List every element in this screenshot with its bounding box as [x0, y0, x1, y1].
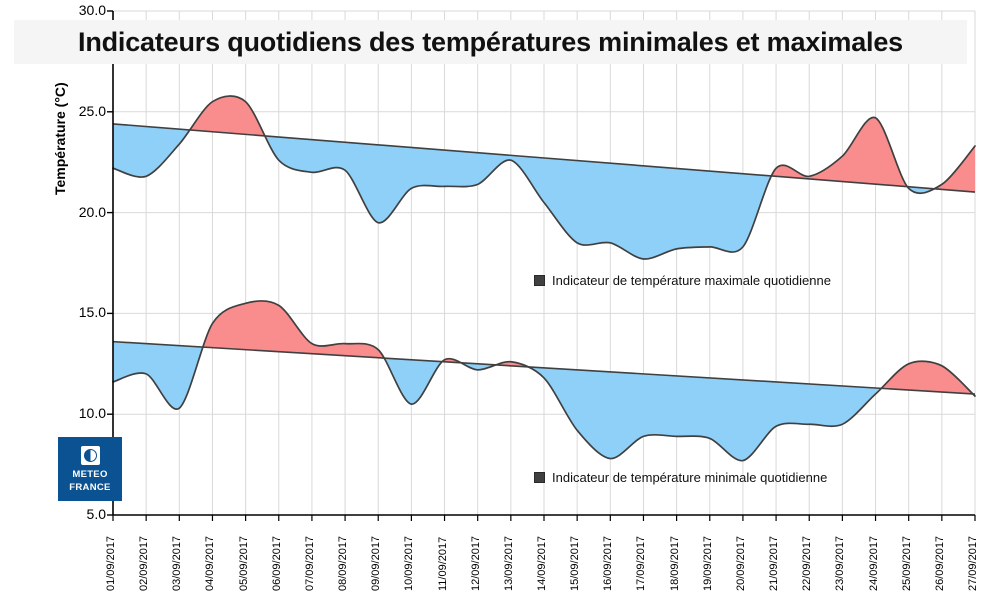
x-tick-label: 16/09/2017 [602, 535, 615, 591]
y-tick-label: 10.0 [78, 405, 106, 422]
x-tick-label: 15/09/2017 [569, 535, 582, 591]
x-tick-label: 13/09/2017 [502, 535, 515, 591]
normal-reference-line [112, 123, 976, 193]
max-temperature-band [112, 95, 976, 260]
x-tick-label: 06/09/2017 [270, 535, 283, 591]
normal-reference-line [112, 340, 976, 395]
x-tick-label: 22/09/2017 [801, 535, 814, 591]
area-below-normal [113, 123, 191, 178]
meteo-france-mark-icon [80, 445, 100, 465]
x-tick-label: 21/09/2017 [768, 535, 781, 591]
x-tick-label: 12/09/2017 [469, 535, 482, 591]
logo-line-1: METEO [72, 468, 108, 480]
x-tick-label: 01/09/2017 [105, 535, 117, 591]
meteo-france-logo: METEO FRANCE [58, 437, 122, 501]
x-tick-label: 27/09/2017 [967, 535, 979, 591]
area-above-normal [935, 146, 975, 193]
x-tick-label: 25/09/2017 [900, 535, 913, 591]
x-tick-label: 26/09/2017 [933, 535, 946, 591]
observed-curve [112, 300, 976, 462]
x-tick-label: 09/09/2017 [370, 535, 383, 591]
x-tick-label: 19/09/2017 [701, 535, 714, 591]
legend-label-max: Indicateur de température maximale quoti… [552, 273, 831, 288]
x-tick-label: 07/09/2017 [303, 535, 316, 591]
x-tick-label: 03/09/2017 [171, 535, 184, 591]
y-tick-label: 20.0 [78, 203, 106, 220]
legend-swatch-min-icon [534, 472, 545, 483]
x-tick-label: 18/09/2017 [668, 535, 681, 591]
x-tick-label: 20/09/2017 [734, 535, 747, 591]
legend-label-min: Indicateur de température minimale quoti… [552, 470, 828, 485]
area-above-normal [190, 96, 265, 136]
legend-item-min: Indicateur de température minimale quoti… [534, 470, 827, 485]
min-temperature-band [112, 300, 976, 462]
x-tick-label: 04/09/2017 [204, 535, 217, 591]
y-tick-label: 30.0 [78, 2, 106, 18]
page-title: Indicateurs quotidiens des températures … [78, 26, 903, 57]
axes [107, 10, 976, 521]
area-below-normal [384, 358, 443, 405]
x-tick-label: 08/09/2017 [337, 535, 350, 591]
grid-lines [112, 10, 976, 516]
chart-title-banner: Indicateurs quotidiens des températures … [14, 20, 967, 64]
logo-line-2: FRANCE [69, 481, 111, 493]
x-tick-label: 02/09/2017 [138, 535, 151, 591]
area-above-normal [203, 301, 385, 359]
area-above-normal [882, 361, 974, 394]
area-above-normal [771, 117, 908, 187]
y-tick-label: 15.0 [78, 304, 106, 321]
x-tick-label: 14/09/2017 [536, 535, 548, 591]
legend-item-max: Indicateur de température maximale quoti… [534, 273, 831, 288]
area-below-normal [264, 135, 772, 260]
x-tick-label: 17/09/2017 [635, 535, 648, 591]
y-axis-label: Température (°C) [52, 82, 68, 195]
x-tick-label: 24/09/2017 [867, 535, 880, 591]
area-below-normal [113, 341, 204, 410]
x-tick-label: 05/09/2017 [237, 535, 250, 591]
x-tick-label: 23/09/2017 [834, 535, 847, 591]
observed-curve [112, 95, 976, 260]
y-tick-label: 5.0 [86, 506, 106, 522]
y-tick-label: 25.0 [78, 102, 106, 119]
x-tick-label: 10/09/2017 [403, 535, 416, 591]
legend-swatch-max-icon [534, 275, 545, 286]
x-tick-label: 11/09/2017 [436, 536, 449, 591]
area-below-normal [529, 366, 883, 461]
